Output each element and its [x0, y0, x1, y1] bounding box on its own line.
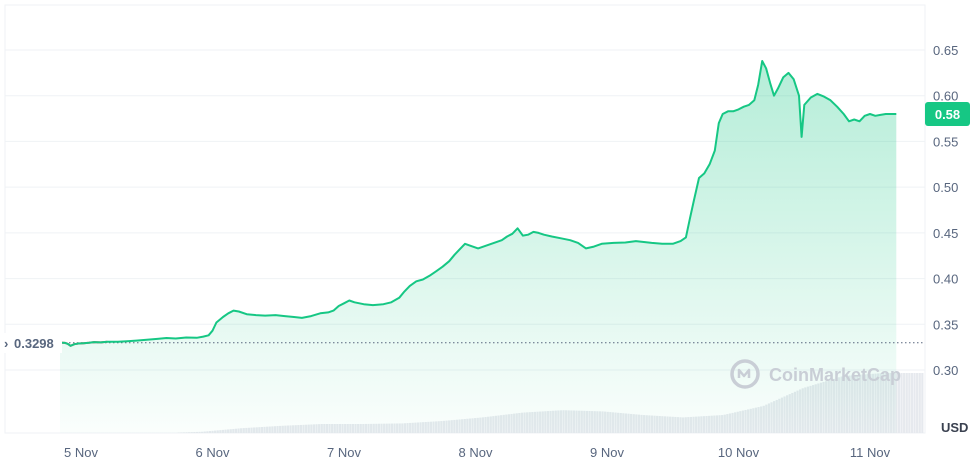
volume-bar [908, 373, 911, 433]
volume-bar [921, 373, 924, 433]
reference-price-label: 0.3298 [14, 336, 54, 351]
coinmarketcap-logo-icon [730, 359, 760, 389]
y-tick-label: 0.50 [933, 180, 958, 195]
y-tick-label: 0.60 [933, 89, 958, 104]
x-tick-label: 5 Nov [64, 445, 98, 460]
current-price-badge: 0.58 [925, 102, 970, 126]
x-tick-label: 8 Nov [459, 445, 493, 460]
volume-bar [913, 373, 916, 433]
volume-bar [900, 373, 903, 433]
current-price-label: 0.58 [935, 107, 960, 122]
x-tick-label: 6 Nov [196, 445, 230, 460]
price-line-above-reference [59, 60, 897, 347]
watermark: CoinMarketCap [730, 359, 901, 389]
y-tick-label: 0.55 [933, 134, 958, 149]
reference-arrow-icon: › [4, 336, 8, 351]
watermark-label: CoinMarketCap [769, 365, 901, 385]
volume-bar [897, 373, 901, 433]
x-tick-label: 11 Nov [850, 445, 891, 460]
y-tick-label: 0.45 [933, 226, 958, 241]
x-tick-label: 10 Nov [718, 445, 760, 460]
y-tick-label: 0.65 [933, 43, 958, 58]
x-axis: 5 Nov 6 Nov 7 Nov 8 Nov 9 Nov 10 Nov 11 Nov [64, 445, 891, 460]
volume-bar [905, 373, 908, 433]
y-axis: 0.30 0.35 0.40 0.45 0.50 0.55 0.60 0.65 [933, 43, 958, 378]
volume-bar [895, 373, 898, 433]
x-tick-label: 7 Nov [327, 445, 361, 460]
reference-marker: › 0.3298 [0, 333, 62, 353]
y-tick-label: 0.35 [933, 317, 958, 332]
volume-bar [918, 373, 921, 433]
volume-bar [910, 373, 914, 433]
y-tick-label: 0.40 [933, 272, 958, 287]
volume-bar [916, 373, 919, 433]
price-area [60, 61, 897, 433]
currency-unit-label: USD [941, 420, 968, 435]
y-tick-label: 0.30 [933, 363, 958, 378]
volume-bar [903, 373, 906, 433]
x-tick-label: 9 Nov [590, 445, 624, 460]
